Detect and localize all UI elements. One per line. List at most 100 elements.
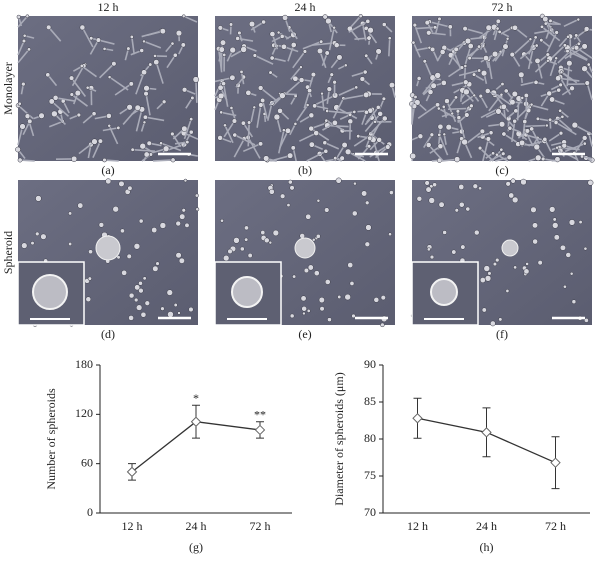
inset-spheroid xyxy=(231,276,263,308)
cell xyxy=(228,22,234,27)
cell xyxy=(548,18,553,23)
cell xyxy=(135,71,145,95)
cell xyxy=(95,37,101,43)
cell xyxy=(15,146,21,153)
cell xyxy=(332,97,345,119)
cell xyxy=(30,241,35,246)
cell xyxy=(152,265,159,272)
cell xyxy=(480,70,488,77)
cell xyxy=(381,22,387,27)
cell xyxy=(555,75,562,82)
cell xyxy=(367,27,374,34)
cell xyxy=(560,71,571,80)
cell xyxy=(223,254,230,262)
cell xyxy=(587,179,594,186)
cell xyxy=(522,119,528,125)
cell xyxy=(106,113,112,119)
cell xyxy=(250,107,256,123)
cell xyxy=(305,213,312,220)
cell xyxy=(343,63,348,68)
cell xyxy=(299,132,317,142)
cell xyxy=(545,26,552,39)
cell xyxy=(494,94,510,113)
spheroid xyxy=(95,235,121,261)
cell xyxy=(583,246,588,251)
cell xyxy=(428,32,446,36)
cell xyxy=(247,120,252,125)
cell xyxy=(540,156,546,162)
cell xyxy=(358,14,363,19)
cell xyxy=(335,177,342,184)
cell xyxy=(281,43,287,50)
cell xyxy=(520,178,527,186)
cell xyxy=(145,93,151,116)
cell xyxy=(153,59,160,66)
cell xyxy=(224,125,234,144)
panel-label: (g) xyxy=(189,540,203,554)
cell xyxy=(495,257,500,263)
cell xyxy=(19,123,26,130)
cell xyxy=(336,54,343,61)
cell xyxy=(553,234,560,241)
cell xyxy=(142,120,147,125)
cell xyxy=(506,154,513,160)
cell xyxy=(429,20,448,28)
cell xyxy=(55,97,76,102)
cell xyxy=(17,157,23,163)
cell xyxy=(365,224,372,231)
cell xyxy=(324,142,340,150)
cell xyxy=(428,197,435,204)
cell xyxy=(181,208,186,213)
cell xyxy=(229,74,236,81)
cell xyxy=(177,311,181,315)
cell xyxy=(276,30,281,35)
cell xyxy=(141,69,147,76)
cell xyxy=(491,151,496,156)
cell xyxy=(510,178,516,184)
cell xyxy=(189,117,194,122)
cell xyxy=(303,90,311,109)
cell xyxy=(498,317,503,322)
cell xyxy=(277,108,283,114)
x-tick-label: 24 h xyxy=(186,519,207,533)
cell xyxy=(444,98,450,104)
cell xyxy=(87,276,92,281)
cell xyxy=(458,69,480,77)
micrographs xyxy=(15,13,595,328)
y-tick-label: 75 xyxy=(364,468,376,482)
cell xyxy=(512,24,518,31)
cell xyxy=(483,55,489,62)
cell xyxy=(17,48,30,64)
cell xyxy=(307,88,313,94)
cell xyxy=(498,121,506,128)
cell xyxy=(27,118,33,124)
cell xyxy=(217,135,223,141)
cell xyxy=(509,51,515,58)
cell xyxy=(554,30,559,35)
cell xyxy=(333,42,340,48)
cell xyxy=(229,106,234,110)
cell xyxy=(435,102,441,108)
cell xyxy=(467,43,474,49)
cell xyxy=(348,20,369,33)
x-tick-label: 72 h xyxy=(250,519,271,533)
cell xyxy=(240,46,247,53)
cell xyxy=(242,143,261,153)
cell xyxy=(380,322,385,328)
cell xyxy=(373,297,380,303)
cell xyxy=(268,188,275,195)
cell xyxy=(322,140,328,146)
cell xyxy=(463,88,470,96)
cell xyxy=(268,70,273,75)
cell xyxy=(581,135,588,141)
cell xyxy=(546,32,558,53)
cell xyxy=(581,43,588,50)
cell xyxy=(319,39,324,44)
cell xyxy=(417,104,439,119)
cell xyxy=(565,252,572,258)
y-tick-label: 120 xyxy=(75,406,93,420)
cell xyxy=(448,48,457,66)
cell xyxy=(434,72,441,79)
cell xyxy=(425,142,432,148)
cell xyxy=(495,18,501,24)
